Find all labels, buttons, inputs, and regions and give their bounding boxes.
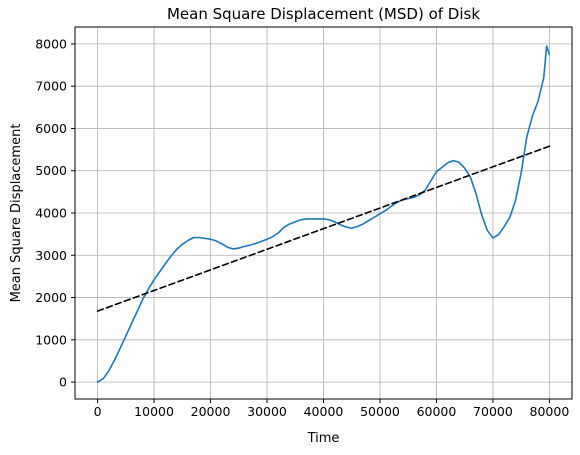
x-tick-label: 30000	[247, 404, 287, 419]
y-axis-label: Mean Square Displacement	[9, 124, 24, 303]
x-tick-label: 10000	[134, 404, 174, 419]
y-tick-label: 2000	[35, 290, 67, 305]
x-tick-label: 40000	[304, 404, 344, 419]
y-tick-label: 4000	[35, 206, 67, 221]
chart-title: Mean Square Displacement (MSD) of Disk	[167, 5, 480, 23]
y-tick-label: 1000	[35, 332, 67, 347]
x-tick-label: 70000	[473, 404, 513, 419]
y-tick-label: 5000	[35, 163, 67, 178]
x-tick-label: 20000	[191, 404, 231, 419]
y-tick-label: 3000	[35, 248, 67, 263]
msd-curve	[96, 45, 551, 383]
ticks: 0 10000 20000 30000 40000 50000 60000 70000 8000…	[35, 36, 569, 419]
fit-line-dashed	[96, 145, 551, 312]
x-tick-label: 80000	[530, 404, 570, 419]
y-tick-label: 7000	[35, 79, 67, 94]
y-tick-label: 6000	[35, 121, 67, 136]
x-tick-label: 60000	[417, 404, 457, 419]
grid	[75, 27, 572, 399]
y-tick-label: 0	[59, 375, 67, 390]
y-tick-label: 8000	[35, 36, 67, 51]
x-axis-label: Time	[307, 431, 340, 446]
x-tick-label: 50000	[360, 404, 400, 419]
x-tick-label: 0	[94, 404, 102, 419]
series-layer	[96, 45, 551, 383]
